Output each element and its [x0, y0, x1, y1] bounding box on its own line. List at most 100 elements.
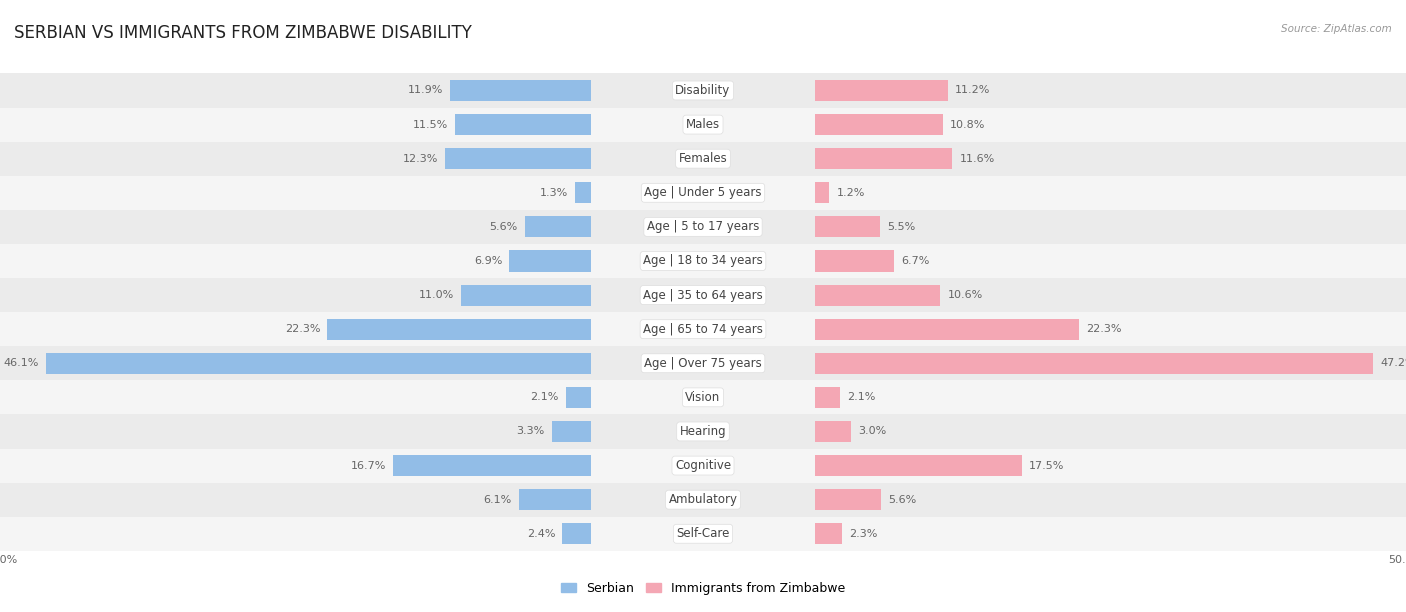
Bar: [0, 380, 591, 414]
Bar: [815, 210, 1406, 244]
Bar: [0, 278, 591, 312]
Bar: [815, 216, 880, 237]
Text: Females: Females: [679, 152, 727, 165]
Bar: [0, 483, 591, 517]
Bar: [394, 455, 591, 476]
Bar: [519, 489, 591, 510]
Bar: [591, 141, 815, 176]
Bar: [815, 414, 1406, 449]
Text: 2.4%: 2.4%: [527, 529, 555, 539]
Text: Age | 5 to 17 years: Age | 5 to 17 years: [647, 220, 759, 233]
Bar: [591, 278, 815, 312]
Bar: [591, 483, 815, 517]
Bar: [46, 353, 591, 374]
Bar: [591, 414, 815, 449]
Text: 11.2%: 11.2%: [955, 86, 990, 95]
Bar: [591, 176, 815, 210]
Bar: [591, 244, 815, 278]
Text: 2.1%: 2.1%: [530, 392, 558, 402]
Text: Age | 35 to 64 years: Age | 35 to 64 years: [643, 289, 763, 302]
Bar: [591, 449, 815, 483]
Text: 11.9%: 11.9%: [408, 86, 443, 95]
Text: SERBIAN VS IMMIGRANTS FROM ZIMBABWE DISABILITY: SERBIAN VS IMMIGRANTS FROM ZIMBABWE DISA…: [14, 24, 472, 42]
Bar: [0, 312, 591, 346]
Text: Disability: Disability: [675, 84, 731, 97]
Bar: [450, 80, 591, 101]
Bar: [815, 489, 882, 510]
Bar: [815, 148, 952, 170]
Text: 22.3%: 22.3%: [284, 324, 321, 334]
Bar: [815, 80, 948, 101]
Bar: [0, 346, 591, 380]
Bar: [815, 73, 1406, 108]
Bar: [509, 250, 591, 272]
Bar: [461, 285, 591, 305]
Bar: [815, 114, 943, 135]
Bar: [0, 108, 591, 141]
Text: 2.1%: 2.1%: [848, 392, 876, 402]
Bar: [815, 250, 894, 272]
Bar: [815, 108, 1406, 141]
Text: 10.8%: 10.8%: [950, 119, 986, 130]
Text: 10.6%: 10.6%: [948, 290, 983, 300]
Bar: [591, 312, 815, 346]
Bar: [0, 517, 591, 551]
Text: 3.3%: 3.3%: [516, 427, 544, 436]
Bar: [591, 517, 815, 551]
Text: 17.5%: 17.5%: [1029, 461, 1064, 471]
Bar: [0, 414, 591, 449]
Bar: [815, 182, 830, 203]
Bar: [567, 387, 591, 408]
Text: 12.3%: 12.3%: [404, 154, 439, 163]
Bar: [446, 148, 591, 170]
Text: 11.5%: 11.5%: [412, 119, 447, 130]
Text: 1.3%: 1.3%: [540, 188, 568, 198]
Text: 1.2%: 1.2%: [837, 188, 865, 198]
Text: 2.3%: 2.3%: [849, 529, 877, 539]
Bar: [591, 346, 815, 380]
Bar: [524, 216, 591, 237]
Bar: [815, 141, 1406, 176]
Legend: Serbian, Immigrants from Zimbabwe: Serbian, Immigrants from Zimbabwe: [555, 577, 851, 600]
Bar: [815, 421, 851, 442]
Text: 11.6%: 11.6%: [959, 154, 994, 163]
Bar: [551, 421, 591, 442]
Bar: [591, 108, 815, 141]
Bar: [815, 285, 941, 305]
Bar: [0, 141, 591, 176]
Text: Hearing: Hearing: [679, 425, 727, 438]
Bar: [815, 278, 1406, 312]
Text: Vision: Vision: [685, 391, 721, 404]
Text: Self-Care: Self-Care: [676, 528, 730, 540]
Bar: [815, 353, 1372, 374]
Text: 5.6%: 5.6%: [889, 494, 917, 505]
Text: 6.9%: 6.9%: [474, 256, 502, 266]
Bar: [562, 523, 591, 544]
Bar: [0, 244, 591, 278]
Bar: [815, 312, 1406, 346]
Text: Ambulatory: Ambulatory: [668, 493, 738, 506]
Bar: [815, 319, 1078, 340]
Text: 22.3%: 22.3%: [1085, 324, 1122, 334]
Bar: [815, 380, 1406, 414]
Bar: [0, 176, 591, 210]
Text: 46.1%: 46.1%: [4, 358, 39, 368]
Bar: [591, 210, 815, 244]
Bar: [328, 319, 591, 340]
Bar: [591, 380, 815, 414]
Bar: [815, 523, 842, 544]
Text: 6.1%: 6.1%: [484, 494, 512, 505]
Text: Age | 18 to 34 years: Age | 18 to 34 years: [643, 255, 763, 267]
Text: 3.0%: 3.0%: [858, 427, 886, 436]
Text: Age | Over 75 years: Age | Over 75 years: [644, 357, 762, 370]
Bar: [815, 483, 1406, 517]
Text: Source: ZipAtlas.com: Source: ZipAtlas.com: [1281, 24, 1392, 34]
Bar: [815, 449, 1406, 483]
Text: Age | Under 5 years: Age | Under 5 years: [644, 186, 762, 200]
Bar: [815, 455, 1022, 476]
Text: Males: Males: [686, 118, 720, 131]
Text: Age | 65 to 74 years: Age | 65 to 74 years: [643, 323, 763, 335]
Bar: [575, 182, 591, 203]
Bar: [591, 73, 815, 108]
Bar: [815, 387, 839, 408]
